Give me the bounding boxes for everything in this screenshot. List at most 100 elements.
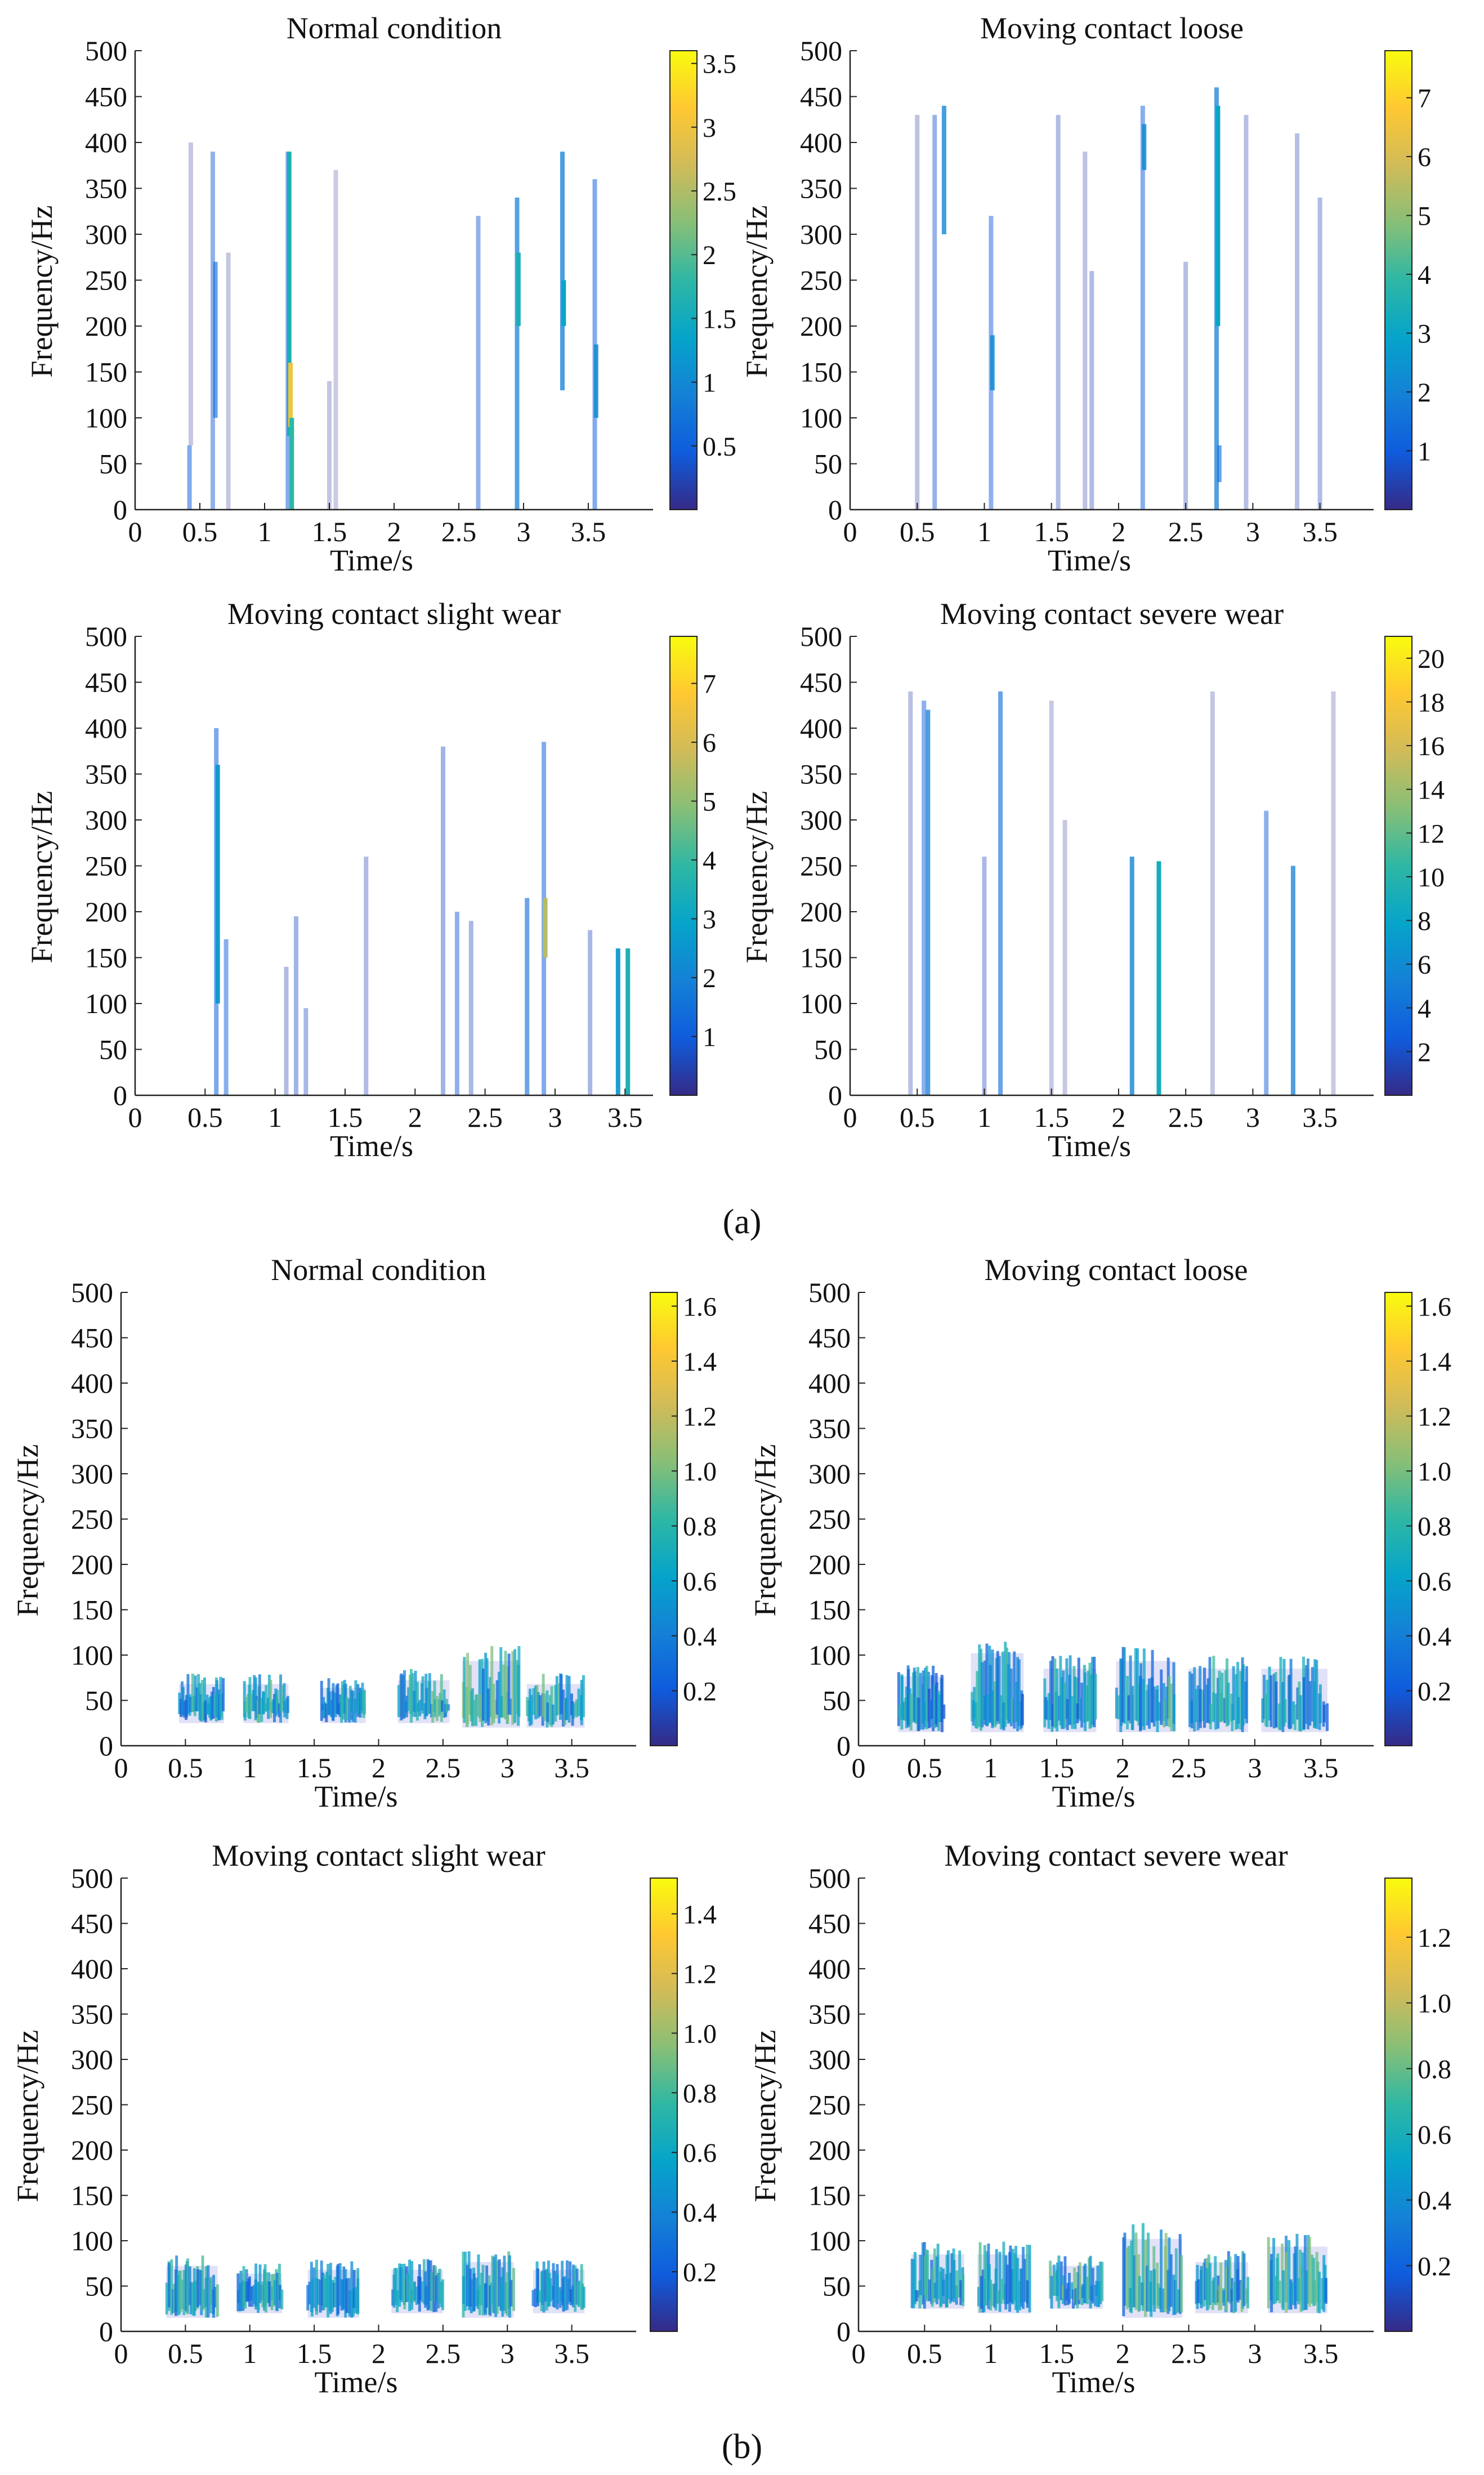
spectral-strip	[990, 335, 995, 391]
y-tick-label: 200	[71, 1549, 113, 1580]
cluster-line	[537, 1692, 540, 1719]
y-tick-label: 150	[808, 2180, 851, 2211]
chart-title: Normal condition	[271, 1253, 486, 1287]
cluster-line	[989, 2279, 993, 2311]
energy-cluster	[1115, 1647, 1176, 1732]
spectrogram-data	[187, 142, 598, 510]
cluster-line	[1275, 1681, 1278, 1728]
cluster-line	[470, 2279, 473, 2313]
y-axis-label: Frequency/Hz	[25, 206, 59, 378]
cluster-line	[933, 2248, 936, 2303]
cluster-line	[1169, 2254, 1173, 2307]
cluster-line	[500, 1696, 504, 1718]
y-tick-label: 50	[99, 1034, 127, 1065]
y-tick-label: 50	[85, 2271, 113, 2302]
cluster-line	[431, 1691, 435, 1723]
cluster-line	[312, 2267, 316, 2308]
cluster-line	[953, 2259, 956, 2303]
cluster-line	[950, 2253, 954, 2302]
cluster-line	[186, 1674, 190, 1714]
cluster-line	[251, 2286, 254, 2307]
cluster-line	[1221, 1673, 1224, 1722]
x-tick-label: 3.5	[554, 1752, 589, 1783]
cluster-line	[567, 1676, 571, 1723]
cluster-line	[928, 2279, 931, 2302]
y-axis-label: Frequency/Hz	[11, 1444, 44, 1617]
cluster-line	[262, 1692, 265, 1714]
cluster-line	[1131, 1685, 1134, 1731]
cluster-line	[991, 1690, 995, 1726]
y-tick-label: 100	[85, 988, 127, 1019]
cluster-line	[1222, 2290, 1226, 2306]
cluster-line	[330, 2280, 334, 2312]
spectral-strip	[1183, 261, 1188, 510]
x-tick-label: 3.5	[1302, 1102, 1338, 1133]
colorbar-tick-label: 1.4	[683, 1900, 717, 1930]
cluster-line	[1219, 2262, 1223, 2310]
cluster-line	[265, 1685, 268, 1711]
cluster-line	[1172, 2275, 1175, 2315]
cluster-line	[998, 2251, 1002, 2312]
cluster-line	[1306, 1658, 1309, 1729]
y-tick-label: 350	[71, 1413, 113, 1444]
x-tick-label: 3.5	[1302, 516, 1338, 547]
energy-cluster	[977, 2241, 1031, 2313]
x-tick-label: 2	[372, 2338, 386, 2369]
cluster-line	[1236, 1662, 1240, 1729]
cluster-line	[207, 2265, 210, 2318]
cluster-line	[179, 2271, 182, 2312]
cluster-line	[1199, 1689, 1202, 1728]
cluster-line	[1022, 2246, 1025, 2309]
y-tick-label: 200	[800, 896, 842, 927]
y-tick-label: 50	[85, 1685, 113, 1716]
cluster-line	[1194, 1689, 1197, 1722]
cluster-line	[1136, 1648, 1139, 1722]
colorbar-tick-label: 4	[1418, 260, 1431, 290]
cluster-line	[528, 1688, 531, 1726]
cluster-line	[978, 1644, 981, 1727]
cluster-line	[1134, 1648, 1137, 1721]
cluster-line	[1004, 1642, 1007, 1727]
cluster-line	[933, 2282, 937, 2298]
cluster-line	[442, 1689, 446, 1718]
x-tick-label: 1.5	[328, 1102, 363, 1133]
spectral-strip	[1049, 701, 1054, 1095]
y-tick-label: 500	[800, 35, 842, 66]
cluster-line	[466, 2264, 469, 2307]
x-axis-label: Time/s	[314, 1780, 397, 1813]
cluster-line	[1191, 1673, 1194, 1729]
y-tick-label: 0	[113, 494, 127, 525]
spectral-strip	[1156, 861, 1161, 1095]
cluster-line	[998, 1656, 1001, 1724]
x-tick-label: 0.5	[900, 1102, 935, 1133]
cluster-line	[910, 2259, 914, 2308]
cluster-line	[415, 1682, 419, 1721]
cluster-line	[1239, 1671, 1242, 1730]
cluster-line	[403, 1670, 406, 1718]
cluster-line	[962, 2273, 965, 2307]
cluster-line	[1132, 2224, 1135, 2308]
y-tick-label: 300	[71, 1458, 113, 1490]
colorbar-tick-label: 1.4	[683, 1347, 717, 1377]
cluster-line	[211, 1691, 214, 1720]
cluster-line	[1060, 2261, 1063, 2300]
cluster-line	[985, 1643, 989, 1727]
y-tick-label: 150	[808, 1594, 851, 1626]
cluster-line	[983, 1660, 986, 1725]
x-tick-label: 3	[1248, 1752, 1262, 1783]
energy-cluster	[320, 1678, 366, 1723]
cluster-line	[337, 2264, 340, 2315]
spectrogram-panel: Moving contact loose 0 0.5 1 1.5 2 2.5 3 3.5 0 50 1…	[748, 1253, 1451, 1813]
cluster-line	[406, 2273, 409, 2302]
cluster-line	[182, 1701, 186, 1718]
chart-title: Moving contact slight wear	[227, 597, 561, 631]
cluster-line	[1246, 2277, 1250, 2309]
colorbar-gradient	[1384, 50, 1413, 510]
spectrogram-panel: Moving contact severe wear 0 0.5 1 1.5 2 2.5 3 3…	[748, 1839, 1451, 2399]
cluster-line	[396, 2290, 399, 2312]
cluster-line	[1204, 2259, 1207, 2300]
cluster-line	[345, 1697, 348, 1720]
cluster-line	[508, 2255, 511, 2318]
colorbar-tick-label: 1.4	[1418, 1347, 1451, 1377]
